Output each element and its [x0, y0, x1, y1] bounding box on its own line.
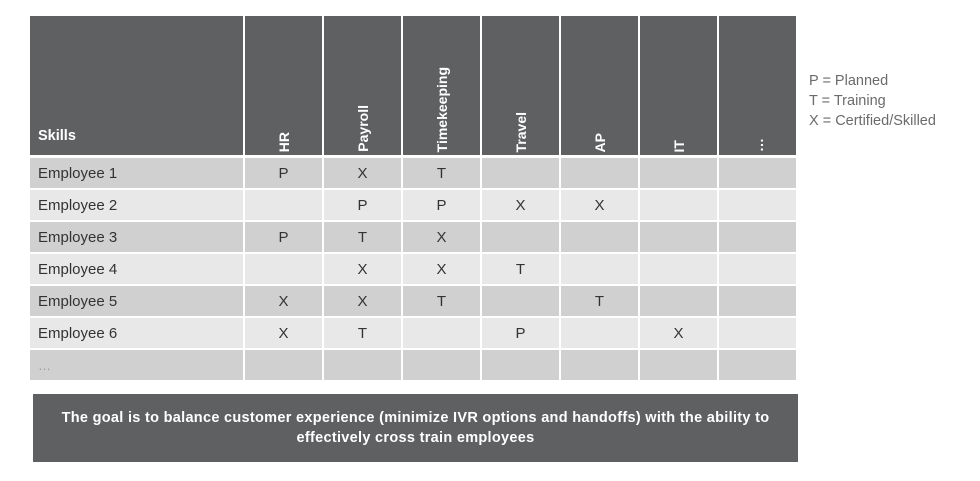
skill-cell: X — [638, 316, 719, 350]
skill-cell: X — [559, 188, 640, 222]
skill-cell — [322, 348, 403, 382]
skill-cell: X — [243, 316, 324, 350]
skill-cell: T — [401, 284, 482, 318]
skills-matrix: Skills HR Payroll Timekeeping Travel AP … — [30, 16, 798, 382]
skill-cell: P — [243, 155, 324, 190]
skill-cell — [638, 252, 719, 286]
employee-name: Employee 3 — [30, 220, 245, 254]
skill-cell — [717, 155, 798, 190]
column-header-it: IT — [638, 16, 719, 158]
employee-name: … — [30, 348, 245, 382]
skills-header: Skills — [30, 16, 245, 158]
skill-cell: P — [243, 220, 324, 254]
skill-cell — [717, 316, 798, 350]
column-header-timekeeping: Timekeeping — [401, 16, 482, 158]
skill-cell — [559, 316, 640, 350]
skill-cell — [243, 188, 324, 222]
column-header-more: … — [717, 16, 798, 158]
skill-cell — [638, 220, 719, 254]
employee-name: Employee 1 — [30, 155, 245, 190]
skill-cell: X — [401, 220, 482, 254]
goal-text: The goal is to balance customer experien… — [61, 410, 770, 446]
skill-cell — [717, 220, 798, 254]
skill-cell — [480, 284, 561, 318]
skill-cell — [717, 348, 798, 382]
skill-cell — [243, 252, 324, 286]
employee-name: Employee 5 — [30, 284, 245, 318]
skill-cell — [480, 220, 561, 254]
skill-cell — [559, 348, 640, 382]
legend: P = Planned T = Training X = Certified/S… — [809, 71, 936, 131]
skill-cell — [559, 252, 640, 286]
column-header-travel: Travel — [480, 16, 561, 158]
skill-cell — [480, 348, 561, 382]
legend-planned: P = Planned — [809, 73, 889, 89]
column-header-payroll: Payroll — [322, 16, 403, 158]
header-row: Skills HR Payroll Timekeeping Travel AP … — [30, 16, 798, 158]
employee-name: Employee 4 — [30, 252, 245, 286]
skill-cell — [559, 155, 640, 190]
table-row: … — [30, 348, 798, 382]
skill-cell — [717, 252, 798, 286]
legend-training: T = Training — [809, 93, 886, 109]
goal-banner: The goal is to balance customer experien… — [33, 394, 798, 462]
skill-cell — [401, 316, 482, 350]
employee-name: Employee 2 — [30, 188, 245, 222]
skill-cell: P — [480, 316, 561, 350]
skill-cell — [638, 284, 719, 318]
legend-certified: X = Certified/Skilled — [809, 113, 936, 129]
skill-cell: T — [480, 252, 561, 286]
skill-cell — [638, 188, 719, 222]
skill-cell — [559, 220, 640, 254]
skill-cell — [480, 155, 561, 190]
skill-cell: T — [322, 316, 403, 350]
skill-cell: X — [401, 252, 482, 286]
skill-cell: X — [322, 252, 403, 286]
skill-cell: X — [480, 188, 561, 222]
skill-cell — [638, 155, 719, 190]
skill-cell: T — [322, 220, 403, 254]
skill-cell: P — [401, 188, 482, 222]
employee-name: Employee 6 — [30, 316, 245, 350]
skill-cell: X — [322, 284, 403, 318]
skill-cell — [401, 348, 482, 382]
skill-cell: X — [322, 155, 403, 190]
skill-cell — [243, 348, 324, 382]
skill-cell — [638, 348, 719, 382]
skill-cell: T — [401, 155, 482, 190]
skill-cell — [717, 284, 798, 318]
skill-cell: P — [322, 188, 403, 222]
column-header-hr: HR — [243, 16, 324, 158]
skill-cell: X — [243, 284, 324, 318]
column-header-ap: AP — [559, 16, 640, 158]
skill-cell: T — [559, 284, 640, 318]
skill-cell — [717, 188, 798, 222]
